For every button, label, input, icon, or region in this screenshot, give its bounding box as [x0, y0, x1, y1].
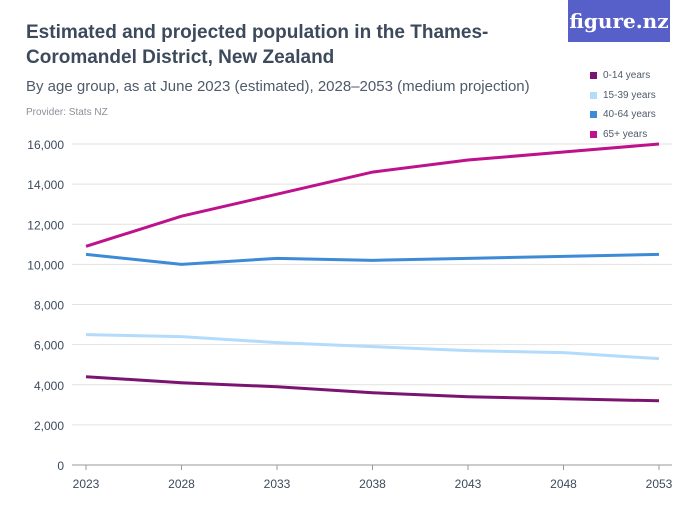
y-tick-label: 2,000	[34, 419, 64, 433]
series-line-65-years	[85, 142, 660, 248]
y-tick-label: 8,000	[34, 299, 64, 313]
y-tick-label: 0	[57, 459, 64, 473]
legend-label: 15-39 years	[603, 89, 656, 101]
y-tick-label: 14,000	[27, 178, 64, 192]
legend-item: 0-14 years	[590, 66, 656, 86]
series-line-0-14-years	[85, 375, 660, 403]
x-tick-label: 2043	[455, 477, 482, 491]
legend-swatch	[590, 130, 597, 138]
y-tick-label: 10,000	[27, 258, 64, 272]
series-line-40-64-years	[85, 252, 660, 266]
x-tick-label: 2038	[359, 477, 386, 491]
x-tick-label: 2028	[168, 477, 195, 491]
legend-item: 40-64 years	[590, 105, 656, 125]
series-line-15-39-years	[85, 333, 660, 361]
y-tick-label: 6,000	[34, 339, 64, 353]
figure-nz-logo[interactable]: figure.nz	[568, 0, 670, 42]
chart-title: Estimated and projected population in th…	[26, 22, 489, 68]
y-tick-label: 16,000	[27, 138, 64, 152]
legend-swatch	[590, 72, 597, 80]
legend-label: 0-14 years	[603, 70, 651, 82]
legend: 0-14 years 15-39 years 40-64 years 65+ year…	[590, 66, 656, 144]
legend-label: 40-64 years	[603, 109, 656, 121]
x-tick-label: 2048	[550, 477, 577, 491]
legend-item: 65+ years	[590, 125, 656, 145]
x-tick-label: 2033	[264, 477, 291, 491]
x-tick-label: 2023	[73, 477, 100, 491]
legend-label: 65+ years	[603, 128, 648, 140]
y-tick-label: 12,000	[27, 218, 64, 232]
y-tick-label: 4,000	[34, 379, 64, 393]
x-tick-label: 2053	[646, 477, 673, 491]
legend-item: 15-39 years	[590, 86, 656, 106]
legend-swatch	[590, 91, 597, 99]
legend-swatch	[590, 111, 597, 119]
provider: Provider: Stats NZ	[26, 107, 108, 118]
chart-subtitle: By age group, as at June 2023 (estimated…	[26, 78, 530, 95]
